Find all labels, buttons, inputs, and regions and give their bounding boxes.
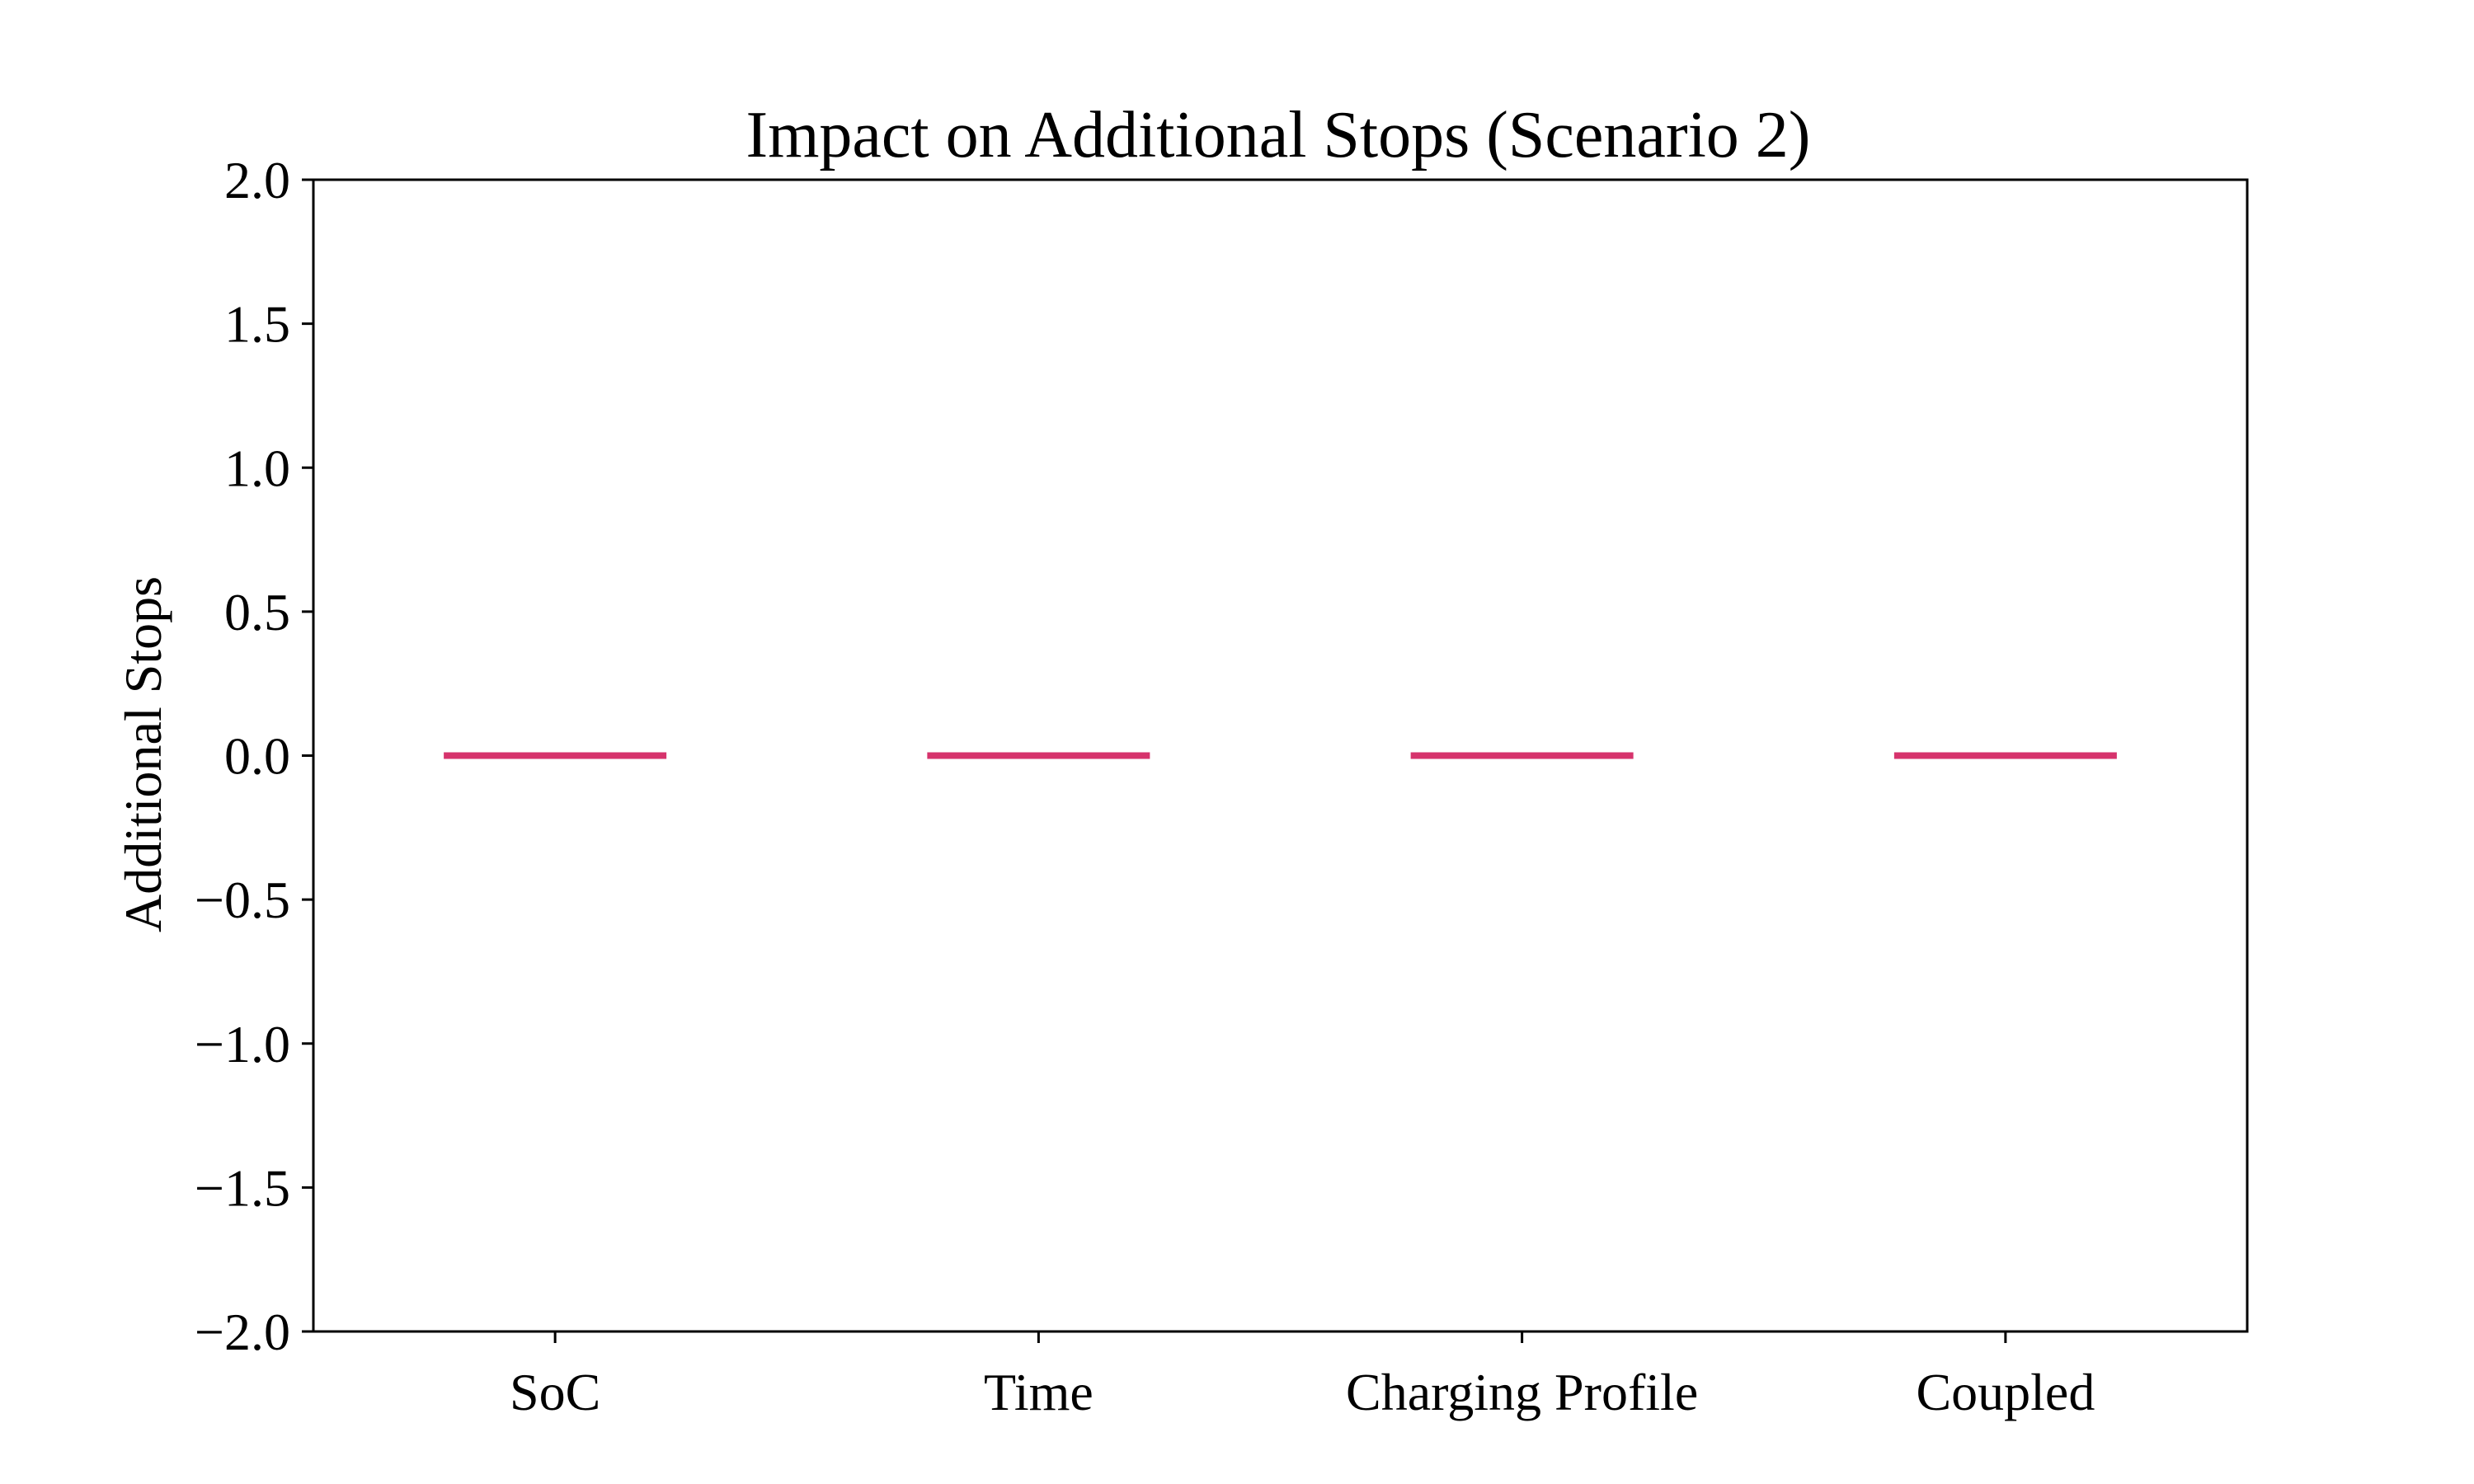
plot-area: −2.0 −1.5 −1.0 −0.5 0.0 0.5 1.0 1.5 2.0 SoC Time Ch… xyxy=(195,151,2249,1421)
chart-title: Impact on Additional Stops (Scenario 2) xyxy=(746,99,1811,171)
y-tick-label: −0.5 xyxy=(195,871,290,929)
x-tick-label: Coupled xyxy=(1916,1363,2095,1421)
y-tick-label: 1.5 xyxy=(224,295,290,354)
y-axis-label: Additional Stops xyxy=(114,576,172,932)
y-tick-label: 0.5 xyxy=(224,583,290,641)
x-tick-label: Time xyxy=(984,1363,1094,1421)
y-tick-label: −1.5 xyxy=(195,1158,290,1217)
x-tick-label: SoC xyxy=(510,1363,600,1421)
y-tick-label: 2.0 xyxy=(224,151,290,209)
y-tick-label: −2.0 xyxy=(195,1303,290,1361)
y-tick-label: −1.0 xyxy=(195,1015,290,1073)
y-tick-label: 1.0 xyxy=(224,439,290,497)
x-tick-label: Charging Profile xyxy=(1346,1363,1698,1421)
y-tick-label: 0.0 xyxy=(224,727,290,786)
